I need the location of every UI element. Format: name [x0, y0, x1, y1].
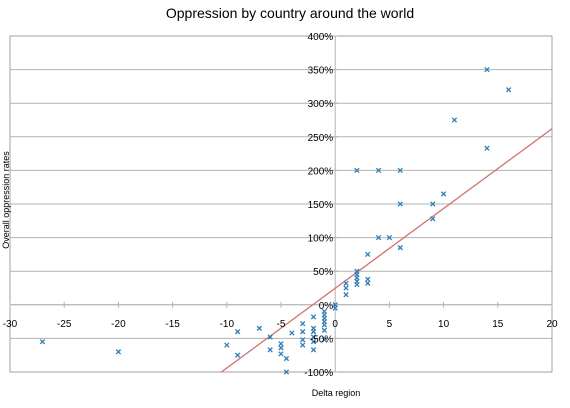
- data-point: [321, 337, 328, 343]
- data-point: [234, 329, 241, 335]
- data-point: [267, 334, 273, 340]
- x-tick-label: 5: [387, 319, 393, 330]
- points-layer: [39, 66, 512, 375]
- y-tick-label: -50%: [310, 334, 333, 345]
- data-point: [310, 334, 317, 340]
- data-point: [397, 167, 403, 174]
- x-axis-label: Delta region: [312, 388, 361, 398]
- x-tick-label: -5: [277, 319, 286, 330]
- data-point: [430, 201, 436, 207]
- trendline-layer: [221, 128, 553, 373]
- y-tick-label: 0%: [319, 301, 334, 312]
- data-point: [484, 66, 490, 73]
- data-point: [234, 352, 241, 358]
- y-tick-label: 100%: [308, 234, 334, 245]
- data-point: [451, 117, 458, 123]
- data-point: [365, 280, 371, 286]
- data-point: [430, 216, 436, 222]
- x-tick-label: 15: [492, 319, 504, 330]
- data-point: [440, 191, 447, 197]
- data-point: [354, 268, 360, 274]
- data-point: [300, 329, 306, 335]
- x-tick-label: -30: [3, 319, 18, 330]
- y-tick-label: 50%: [313, 267, 333, 278]
- data-point: [310, 329, 317, 335]
- x-tick-label: -15: [165, 319, 180, 330]
- data-point: [505, 87, 512, 93]
- data-point: [484, 145, 490, 151]
- y-tick-label: 350%: [308, 66, 334, 77]
- data-point: [39, 339, 46, 345]
- x-tick-label: -10: [220, 319, 235, 330]
- data-point: [386, 234, 393, 241]
- data-point: [365, 276, 371, 282]
- data-point: [343, 280, 349, 286]
- x-tick-label: 0: [332, 319, 338, 330]
- y-tick-label: 400%: [308, 32, 334, 43]
- labels-layer: -30 -25 -20 -15 -10 -5 0 5 10 15 20 -100% -50% 0% 50% 1…: [3, 32, 558, 379]
- data-point: [267, 347, 273, 353]
- data-point: [300, 342, 306, 348]
- x-tick-label: 20: [546, 319, 558, 330]
- trendline: [221, 128, 553, 373]
- data-point: [397, 201, 403, 207]
- data-point: [375, 234, 382, 241]
- data-point: [310, 314, 317, 320]
- data-point: [289, 330, 295, 336]
- data-point: [278, 351, 284, 357]
- data-point: [115, 349, 122, 355]
- data-point: [321, 322, 328, 328]
- data-point: [310, 339, 317, 345]
- data-point: [224, 342, 230, 348]
- x-tick-label: -20: [111, 319, 126, 330]
- data-point: [365, 251, 371, 258]
- y-tick-label: 150%: [308, 200, 334, 211]
- data-point: [343, 285, 349, 291]
- data-point: [278, 345, 284, 351]
- plot-border: [9, 35, 553, 373]
- x-tick-label: 10: [438, 319, 450, 330]
- y-tick-label: 200%: [308, 166, 334, 177]
- y-axis-label: Overall oppression rates: [1, 151, 11, 249]
- data-point: [332, 302, 338, 308]
- y-tick-label: 300%: [308, 99, 334, 110]
- y-tick-label: 250%: [308, 133, 334, 144]
- data-point: [321, 327, 328, 333]
- data-point: [278, 341, 284, 347]
- data-point: [283, 355, 290, 362]
- y-tick-label: -100%: [304, 368, 333, 379]
- data-point: [343, 292, 349, 298]
- data-point: [300, 320, 306, 327]
- data-point: [310, 347, 317, 353]
- data-point: [397, 245, 403, 251]
- data-point: [354, 167, 360, 174]
- data-point: [300, 337, 306, 343]
- data-point: [375, 167, 382, 174]
- data-point: [283, 369, 290, 375]
- data-point: [256, 325, 262, 331]
- axes-layer: [9, 35, 553, 373]
- chart-title: Oppression by country around the world: [166, 5, 414, 21]
- x-tick-label: -25: [57, 319, 72, 330]
